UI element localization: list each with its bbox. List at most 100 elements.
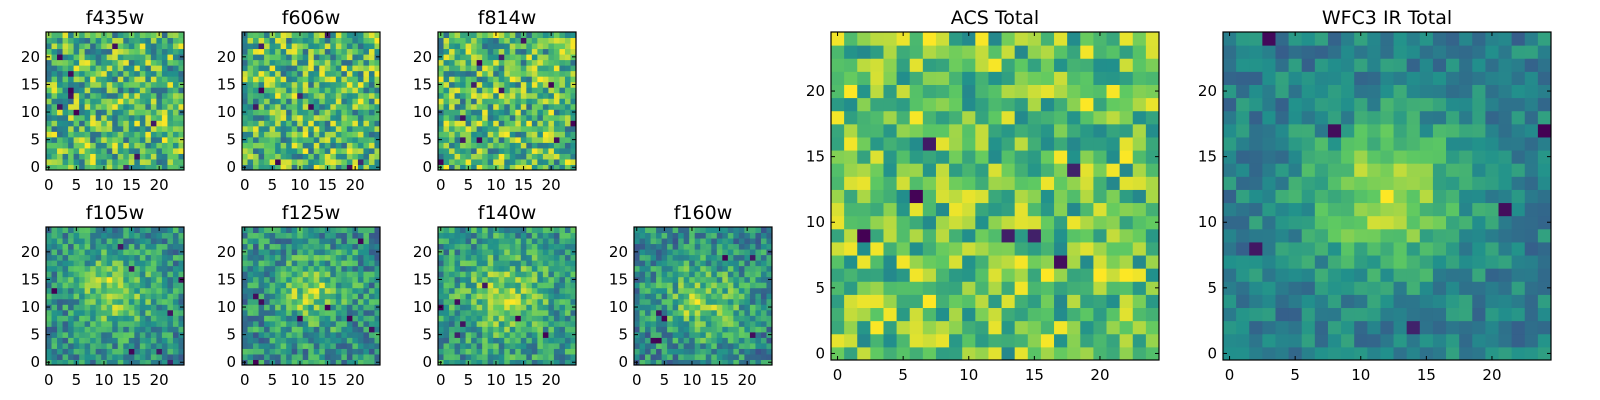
- heatmap-cell: [988, 333, 1003, 348]
- heatmap-cell: [471, 304, 478, 311]
- heatmap-cell: [101, 271, 108, 278]
- heatmap-cell: [123, 54, 130, 61]
- heatmap-cell: [145, 142, 152, 149]
- heatmap-cell: [319, 54, 326, 61]
- heatmap-cell: [302, 48, 309, 55]
- heatmap-cell: [352, 337, 359, 344]
- heatmap-cell: [106, 109, 113, 116]
- heatmap-cell: [564, 37, 571, 44]
- heatmap-cell: [46, 254, 53, 261]
- heatmap-cell: [269, 282, 276, 289]
- heatmap-cell: [253, 293, 260, 300]
- heatmap-cell: [134, 59, 141, 66]
- heatmap-cell: [374, 131, 381, 138]
- heatmap-cell: [738, 348, 745, 355]
- heatmap-cell: [90, 125, 97, 132]
- heatmap-cell: [1001, 176, 1016, 190]
- heatmap-cell: [247, 98, 254, 105]
- heatmap-cell: [313, 243, 320, 250]
- heatmap-cell: [275, 304, 282, 311]
- heatmap-cell: [275, 227, 282, 234]
- heatmap-cell: [493, 120, 500, 127]
- heatmap-cell: [374, 232, 381, 239]
- heatmap-cell: [526, 98, 533, 105]
- heatmap-cell: [700, 304, 707, 311]
- heatmap-cell: [531, 298, 538, 305]
- heatmap-cell: [280, 59, 287, 66]
- heatmap-cell: [363, 309, 370, 316]
- heatmap-cell: [123, 125, 130, 132]
- heatmap-cell: [95, 320, 102, 327]
- heatmap-cell: [667, 287, 674, 294]
- heatmap-cell: [531, 249, 538, 256]
- x-tick-label: 15: [710, 371, 729, 389]
- heatmap-cell: [493, 76, 500, 83]
- heatmap-cell: [341, 315, 348, 322]
- heatmap-cell: [123, 359, 130, 366]
- heatmap-cell: [145, 81, 152, 88]
- heatmap-cell: [134, 298, 141, 305]
- heatmap-cell: [454, 249, 461, 256]
- heatmap-cell: [280, 254, 287, 261]
- heatmap-cell: [515, 103, 522, 110]
- heatmap-cell: [269, 114, 276, 121]
- heatmap-cell: [716, 260, 723, 267]
- heatmap-cell: [515, 260, 522, 267]
- heatmap-cell: [123, 249, 130, 256]
- heatmap-cell: [559, 293, 566, 300]
- heatmap-cell: [526, 153, 533, 160]
- heatmap-cell: [542, 298, 549, 305]
- heatmap-cell: [62, 103, 69, 110]
- heatmap-cell: [1106, 241, 1121, 256]
- heatmap-cell: [62, 147, 69, 154]
- heatmap-cell: [330, 254, 337, 261]
- heatmap-cell: [62, 109, 69, 116]
- heatmap-cell: [766, 271, 773, 278]
- heatmap-cell: [264, 359, 271, 366]
- heatmap-cell: [661, 254, 668, 261]
- heatmap-cell: [73, 304, 80, 311]
- heatmap-cell: [84, 92, 91, 99]
- heatmap-cell: [324, 153, 331, 160]
- heatmap-cell: [178, 271, 185, 278]
- heatmap-cell: [705, 309, 712, 316]
- heatmap-cell: [949, 294, 963, 309]
- heatmap-cell: [324, 298, 331, 305]
- heatmap-cell: [449, 65, 456, 72]
- heatmap-cell: [112, 32, 119, 39]
- heatmap-cell: [975, 255, 989, 269]
- heatmap-cell: [438, 238, 445, 245]
- heatmap-cell: [672, 298, 679, 305]
- heatmap-cell: [634, 232, 641, 239]
- heatmap-cell: [90, 98, 97, 105]
- heatmap-cell: [258, 147, 265, 154]
- heatmap-cell: [291, 43, 298, 50]
- heatmap-cell: [297, 353, 304, 360]
- heatmap-cell: [330, 238, 337, 245]
- heatmap-cell: [62, 48, 69, 55]
- heatmap-cell: [68, 320, 75, 327]
- heatmap-cell: [672, 232, 679, 239]
- heatmap-cell: [672, 304, 679, 311]
- heatmap-cell: [139, 359, 146, 366]
- heatmap-cell: [482, 320, 489, 327]
- heatmap-cell: [661, 304, 668, 311]
- heatmap-cell: [286, 158, 293, 165]
- heatmap-cell: [128, 331, 135, 338]
- heatmap-cell: [319, 315, 326, 322]
- heatmap-cell: [559, 337, 566, 344]
- heatmap-cell: [319, 249, 326, 256]
- heatmap-cell: [515, 359, 522, 366]
- heatmap-cell: [564, 271, 571, 278]
- heatmap-cell: [449, 293, 456, 300]
- heatmap-cell: [537, 276, 544, 283]
- heatmap-cell: [537, 103, 544, 110]
- heatmap-cell: [346, 276, 353, 283]
- heatmap-cell: [363, 271, 370, 278]
- heatmap-cell: [79, 70, 86, 77]
- heatmap-cell: [520, 136, 527, 143]
- heatmap-cell: [73, 238, 80, 245]
- heatmap-cell: [106, 232, 113, 239]
- heatmap-cell: [476, 359, 483, 366]
- heatmap-cell: [291, 153, 298, 160]
